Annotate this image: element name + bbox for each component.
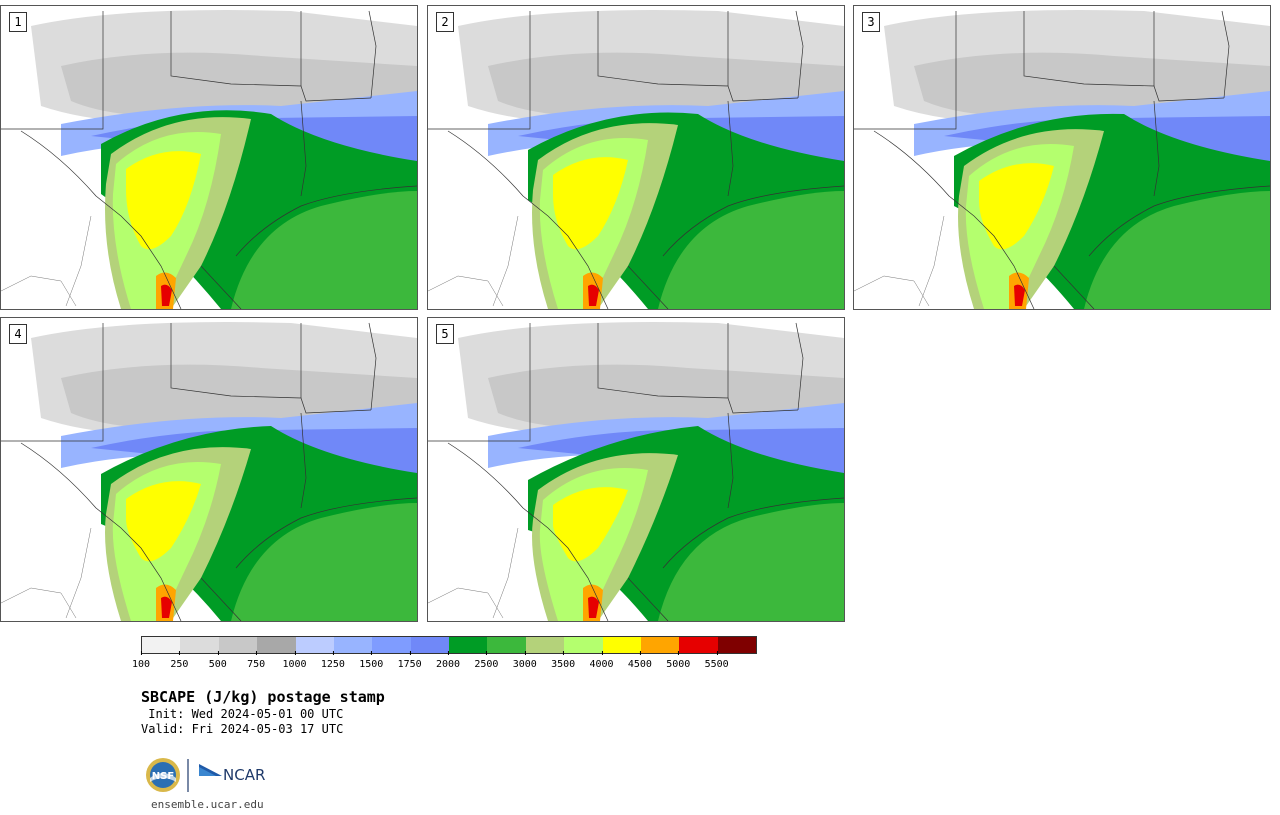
cape-field: [854, 10, 1270, 309]
member-label: 2: [436, 12, 454, 32]
colorbar-tick-label: 250: [170, 659, 189, 670]
colorbar-tick: 5500: [704, 651, 729, 670]
colorbar-tick-label: 2500: [474, 659, 499, 670]
cape-field: [1, 322, 417, 621]
member-label: 4: [9, 324, 27, 344]
colorbar-tick: 500: [208, 651, 227, 670]
colorbar-tick: 4500: [627, 651, 652, 670]
colorbar-tick: 100: [131, 651, 151, 670]
colorbar-swatch: [333, 637, 373, 653]
member-label: 3: [862, 12, 880, 32]
cape-field: [1, 10, 417, 309]
colorbar-swatch: [525, 637, 565, 653]
ensemble-member-panel: 2: [427, 5, 845, 310]
colorbar-tick: 1500: [359, 651, 384, 670]
colorbar-tick-label: 5500: [704, 659, 729, 670]
colorbar-tick: 1000: [282, 651, 307, 670]
colorbar-swatch: [218, 637, 258, 653]
colorbar-swatch: [679, 637, 718, 653]
colorbar-tick-label: 2000: [435, 659, 461, 670]
logos: NSF NCAR: [144, 756, 284, 796]
colorbar-tick-label: 100: [131, 659, 151, 670]
colorbar-swatch: [142, 637, 181, 653]
colorbar-ticks: 100 250 500 750 1000 1250 1500 1750 2000 2500 3000…: [132, 651, 757, 672]
colorbar-tick: 2500: [474, 651, 499, 670]
colorbar-swatch: [640, 637, 680, 653]
ensemble-member-panel: 4: [0, 317, 418, 622]
member-label: 5: [436, 324, 454, 344]
colorbar-tick: 1250: [320, 651, 345, 670]
cape-field: [428, 322, 844, 621]
colorbar-tick-label: 500: [208, 659, 227, 670]
colorbar-swatch: [487, 637, 526, 653]
colorbar-swatch: [257, 637, 296, 653]
init-time: Init: Wed 2024-05-01 00 UTC: [141, 707, 344, 721]
colorbar-tick-label: 750: [247, 659, 266, 670]
colorbar-tick-label: 3000: [512, 659, 537, 670]
svg-text:NCAR: NCAR: [223, 766, 265, 784]
colorbar-tick-label: 4500: [627, 659, 652, 670]
colorbar-swatch: [449, 637, 488, 653]
colorbar-tick: 5000: [666, 651, 691, 670]
valid-time: Valid: Fri 2024-05-03 17 UTC: [141, 722, 344, 736]
colorbar-tick-label: 1250: [320, 659, 345, 670]
colorbar-swatch: [295, 637, 334, 653]
colorbar-tick-label: 3500: [551, 659, 576, 670]
colorbar-tick-label: 1500: [359, 659, 384, 670]
ensemble-member-panel: 3: [853, 5, 1271, 310]
colorbar-swatch: [602, 637, 641, 653]
colorbar-tick-label: 4000: [589, 659, 614, 670]
svg-text:NSF: NSF: [152, 771, 174, 782]
colorbar-tick-label: 5000: [666, 659, 691, 670]
colorbar-tick: 2000: [435, 651, 461, 670]
plot-title: SBCAPE (J/kg) postage stamp: [141, 688, 385, 706]
colorbar-swatch: [410, 637, 449, 653]
nsf-ncar-logo: NSF NCAR: [146, 758, 265, 792]
cape-field: [428, 10, 844, 309]
ensemble-member-panel: 1: [0, 5, 418, 310]
colorbar-swatch: [564, 637, 603, 653]
colorbar-tick: 1750: [397, 651, 422, 670]
nsf-logo: NSF: [146, 758, 180, 792]
colorbar-swatch: [372, 637, 411, 653]
ncar-logo: NCAR: [199, 764, 265, 784]
ensemble-member-panel: 5: [427, 317, 845, 622]
colorbar-tick-label: 1750: [397, 659, 422, 670]
colorbar-tick: 4000: [589, 651, 614, 670]
colorbar-tick: 3000: [512, 651, 537, 670]
colorbar-swatch: [180, 637, 219, 653]
colorbar-tick: 250: [170, 651, 189, 670]
site-url: ensemble.ucar.edu: [151, 798, 264, 811]
colorbar-tick-label: 1000: [282, 659, 307, 670]
member-label: 1: [9, 12, 27, 32]
colorbar-swatch: [717, 637, 756, 653]
colorbar-tick: 750: [247, 651, 266, 670]
colorbar-tick: 3500: [551, 651, 576, 670]
